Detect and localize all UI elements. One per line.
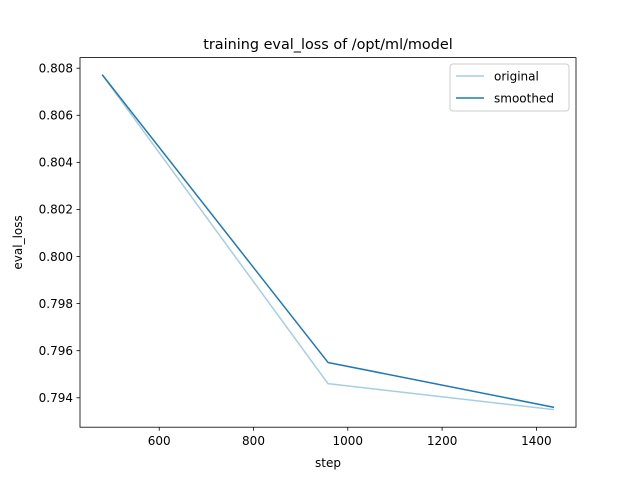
x-tick-label: 800 (242, 434, 265, 448)
y-tick-label: 0.804 (39, 156, 73, 170)
y-tick-label: 0.808 (39, 61, 73, 75)
series-line-original (101, 74, 555, 411)
y-axis-ticks: 0.794 0.796 0.798 0.800 0.802 0.804 0.806 0.808 (39, 61, 80, 405)
plot-frame (79, 57, 577, 428)
legend-label-smoothed: smoothed (494, 92, 554, 106)
x-tick-label: 1200 (427, 434, 458, 448)
y-tick-label: 0.798 (39, 297, 73, 311)
x-axis-label: step (315, 456, 341, 470)
legend-label-original: original (494, 70, 539, 84)
plot-area (80, 57, 576, 428)
legend: original smoothed (449, 63, 570, 112)
x-axis-ticks: 600 800 1000 1200 1400 (148, 427, 552, 448)
y-axis-label: eval_loss (11, 215, 25, 269)
x-tick-label: 1400 (521, 434, 552, 448)
series-line-smoothed (101, 74, 555, 409)
chart-title: training eval_loss of /opt/ml/model (203, 37, 452, 53)
y-tick-label: 0.796 (39, 344, 73, 358)
x-tick-label: 1000 (333, 434, 364, 448)
y-tick-label: 0.806 (39, 109, 73, 123)
y-tick-label: 0.802 (39, 203, 73, 217)
y-tick-label: 0.800 (39, 250, 73, 264)
series-layer (101, 74, 555, 411)
x-tick-label: 600 (148, 434, 171, 448)
y-tick-label: 0.794 (39, 391, 73, 405)
